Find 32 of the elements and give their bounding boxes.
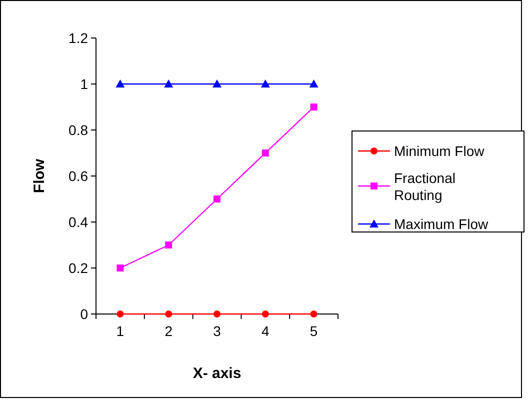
x-tick-label: 4 xyxy=(262,323,270,339)
x-tick-label: 1 xyxy=(116,323,124,339)
point xyxy=(165,242,172,248)
point xyxy=(262,310,269,318)
legend-label: Maximum Flow xyxy=(394,216,490,232)
x-tick-label: 2 xyxy=(164,323,173,339)
x-axis-title: X- axis xyxy=(192,365,242,382)
point xyxy=(310,104,318,110)
point xyxy=(214,310,220,318)
point xyxy=(309,80,318,88)
y-tick-label: 0.8 xyxy=(68,122,88,138)
point xyxy=(164,80,174,88)
point xyxy=(212,80,222,88)
point xyxy=(116,264,124,272)
y-axis-title: Flow xyxy=(31,158,48,194)
y-tick-label: 1.2 xyxy=(68,30,88,46)
point xyxy=(260,80,270,88)
legend-label: Fractional Routing xyxy=(394,170,456,203)
legend-label: Minimum Flow xyxy=(394,142,486,159)
x-tick-label: 5 xyxy=(310,323,318,339)
point xyxy=(262,150,269,156)
point xyxy=(214,196,220,202)
point xyxy=(116,310,124,318)
y-tick-label: 0.6 xyxy=(68,168,88,184)
y-tick-label: 0 xyxy=(80,306,88,322)
x-tick-label: 3 xyxy=(213,323,222,339)
y-tick-label: 0.2 xyxy=(68,260,88,276)
point xyxy=(310,310,318,318)
point xyxy=(116,80,125,88)
y-tick-label: 0.4 xyxy=(68,214,88,230)
point xyxy=(165,310,172,318)
y-tick-label: 1 xyxy=(80,76,88,92)
